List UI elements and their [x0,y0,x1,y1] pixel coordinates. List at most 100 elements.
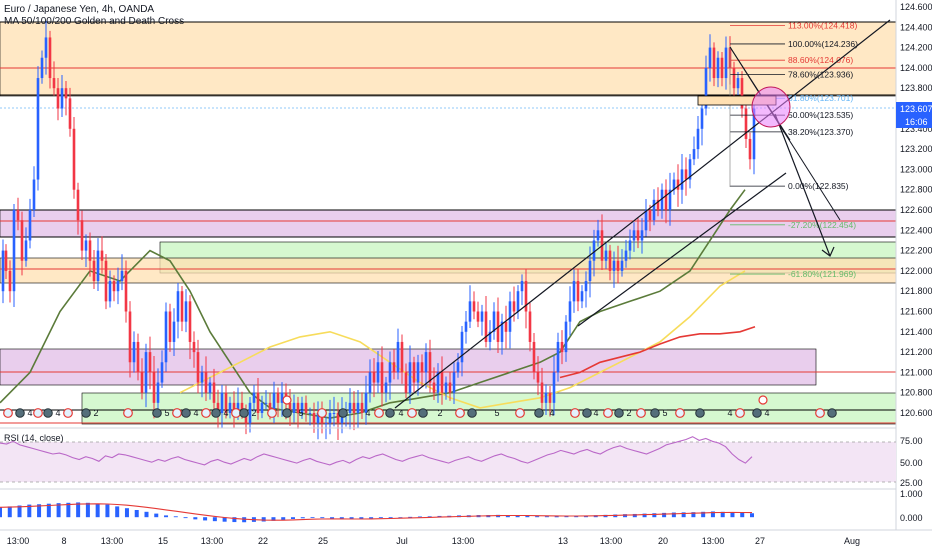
candle-body [44,37,48,58]
fib-level-label: -61.80%(121.969) [788,269,856,279]
candle-body [524,281,528,312]
price-tick: 122.400 [900,225,932,235]
candle-body [696,128,700,150]
price-tick: 123.400 [900,124,932,134]
candle-body [20,220,24,261]
signal-ring [675,408,685,418]
signal-ring [455,408,465,418]
fib-level-label: 88.60%(124.076) [788,55,853,65]
macd-bar [320,517,325,519]
candle-body [648,210,652,221]
orange-zone-top [0,21,897,97]
last-price-value: 123.607 [900,104,932,114]
macd-bar [7,506,12,518]
candle-body [740,78,744,109]
candle-body [80,220,84,251]
candle-body [240,402,244,413]
candle-body [424,352,428,373]
macd-bar [535,516,540,518]
macd-tick: 0.000 [900,513,923,523]
signal-dot [152,408,162,418]
candle-body [536,372,540,383]
price-tick: 121.000 [900,367,932,377]
candle-body [504,321,508,332]
candle-body [328,413,332,424]
macd-bar [515,515,520,518]
signal-dot [282,408,292,418]
signal-digit: 4 [193,408,198,418]
candle-body [180,291,184,322]
signal-ring [3,408,13,418]
macd-bar [300,517,305,519]
price-tick: 123.200 [900,144,932,154]
macd-bar [134,510,139,518]
macd-bar [164,515,169,518]
candle-body [468,301,472,322]
macd-signal-line [0,503,753,521]
macd-bar [261,517,266,522]
signal-ring [570,408,580,418]
signal-markers: 4 4 2 5 4 4 2 5 4 4 2 5 4 4 2 5 4 4 [3,395,837,418]
candle-body [272,392,276,413]
macd-bar [505,515,510,518]
macd-bar [632,513,637,518]
macd-bar [17,505,22,518]
candle-body [120,270,124,282]
time-tick: 13:00 [101,536,124,546]
candle-body [552,372,556,403]
candle-body [668,189,672,210]
candle-body [276,392,280,403]
forecast-arrow [774,113,831,257]
candle-body [40,57,44,79]
macd-bar [359,517,364,519]
candle-body [252,392,256,403]
price-tick: 121.800 [900,286,932,296]
macd-bar [212,517,217,522]
candle-body [116,281,120,292]
candle-body [716,57,720,79]
signal-digit: 2 [626,408,631,418]
price-axis[interactable]: 124.600 124.400 124.200 124.000 123.800 123.4… [900,2,932,418]
signal-dot [239,408,249,418]
signal-dot [650,408,660,418]
signal-digit: 4 [593,408,598,418]
candle-body [708,47,712,68]
time-tick: 13:00 [7,536,30,546]
fib-level-label: 61.80%(123.701) [788,93,853,103]
signal-ring [374,408,384,418]
candle-body [692,149,696,160]
macd-bar [0,507,2,518]
price-tick: 122.800 [900,185,932,195]
candle-body [448,382,452,393]
candle-body [672,179,676,190]
signal-dot [695,408,705,418]
rsi-tick: 50.00 [900,458,923,468]
macd-bar [310,517,315,518]
time-axis[interactable]: 13:00 8 13:00 15 13:00 22 25 Jul 13:00 13 13:00 20 1… [7,536,860,546]
candle-body [100,250,104,261]
signal-ring [282,395,292,405]
signal-ring [123,408,133,418]
candle-body [368,372,372,393]
candle-body [436,372,440,393]
candle-body [592,240,596,261]
signal-ring [735,408,745,418]
candle-body [400,341,404,373]
signal-digit: 4 [727,408,732,418]
price-tick: 120.800 [900,388,932,398]
candle-body [216,402,220,413]
candle-body [484,311,488,342]
candle-body [652,199,656,221]
candle-body [160,362,164,383]
candle-body [260,402,264,413]
macd-bar [281,517,286,520]
candle-body [548,392,552,403]
chart-title: Euro / Japanese Yen, 4h, OANDA [4,4,154,15]
price-tick: 120.600 [900,408,932,418]
signal-digit: 2 [251,408,256,418]
macd-bar [388,517,393,518]
signal-ring [172,408,182,418]
macd-bar [652,513,657,518]
macd-bar [330,517,335,519]
candle-body [168,311,172,342]
